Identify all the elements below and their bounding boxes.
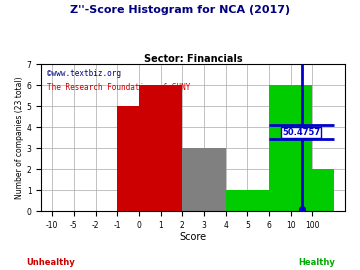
Text: Unhealthy: Unhealthy <box>26 258 75 267</box>
Title: Sector: Financials: Sector: Financials <box>144 53 243 63</box>
Text: The Research Foundation of SUNY: The Research Foundation of SUNY <box>48 83 191 92</box>
Text: Z''-Score Histogram for NCA (2017): Z''-Score Histogram for NCA (2017) <box>70 5 290 15</box>
Y-axis label: Number of companies (23 total): Number of companies (23 total) <box>15 76 24 199</box>
Text: ©www.textbiz.org: ©www.textbiz.org <box>48 69 121 78</box>
Bar <box>226 190 269 211</box>
Bar <box>117 106 161 211</box>
Bar <box>139 85 183 211</box>
Text: 50.4757: 50.4757 <box>282 128 320 137</box>
Bar <box>291 169 334 211</box>
Text: Healthy: Healthy <box>298 258 335 267</box>
Bar <box>269 85 312 211</box>
Bar <box>183 148 226 211</box>
X-axis label: Score: Score <box>180 231 207 241</box>
